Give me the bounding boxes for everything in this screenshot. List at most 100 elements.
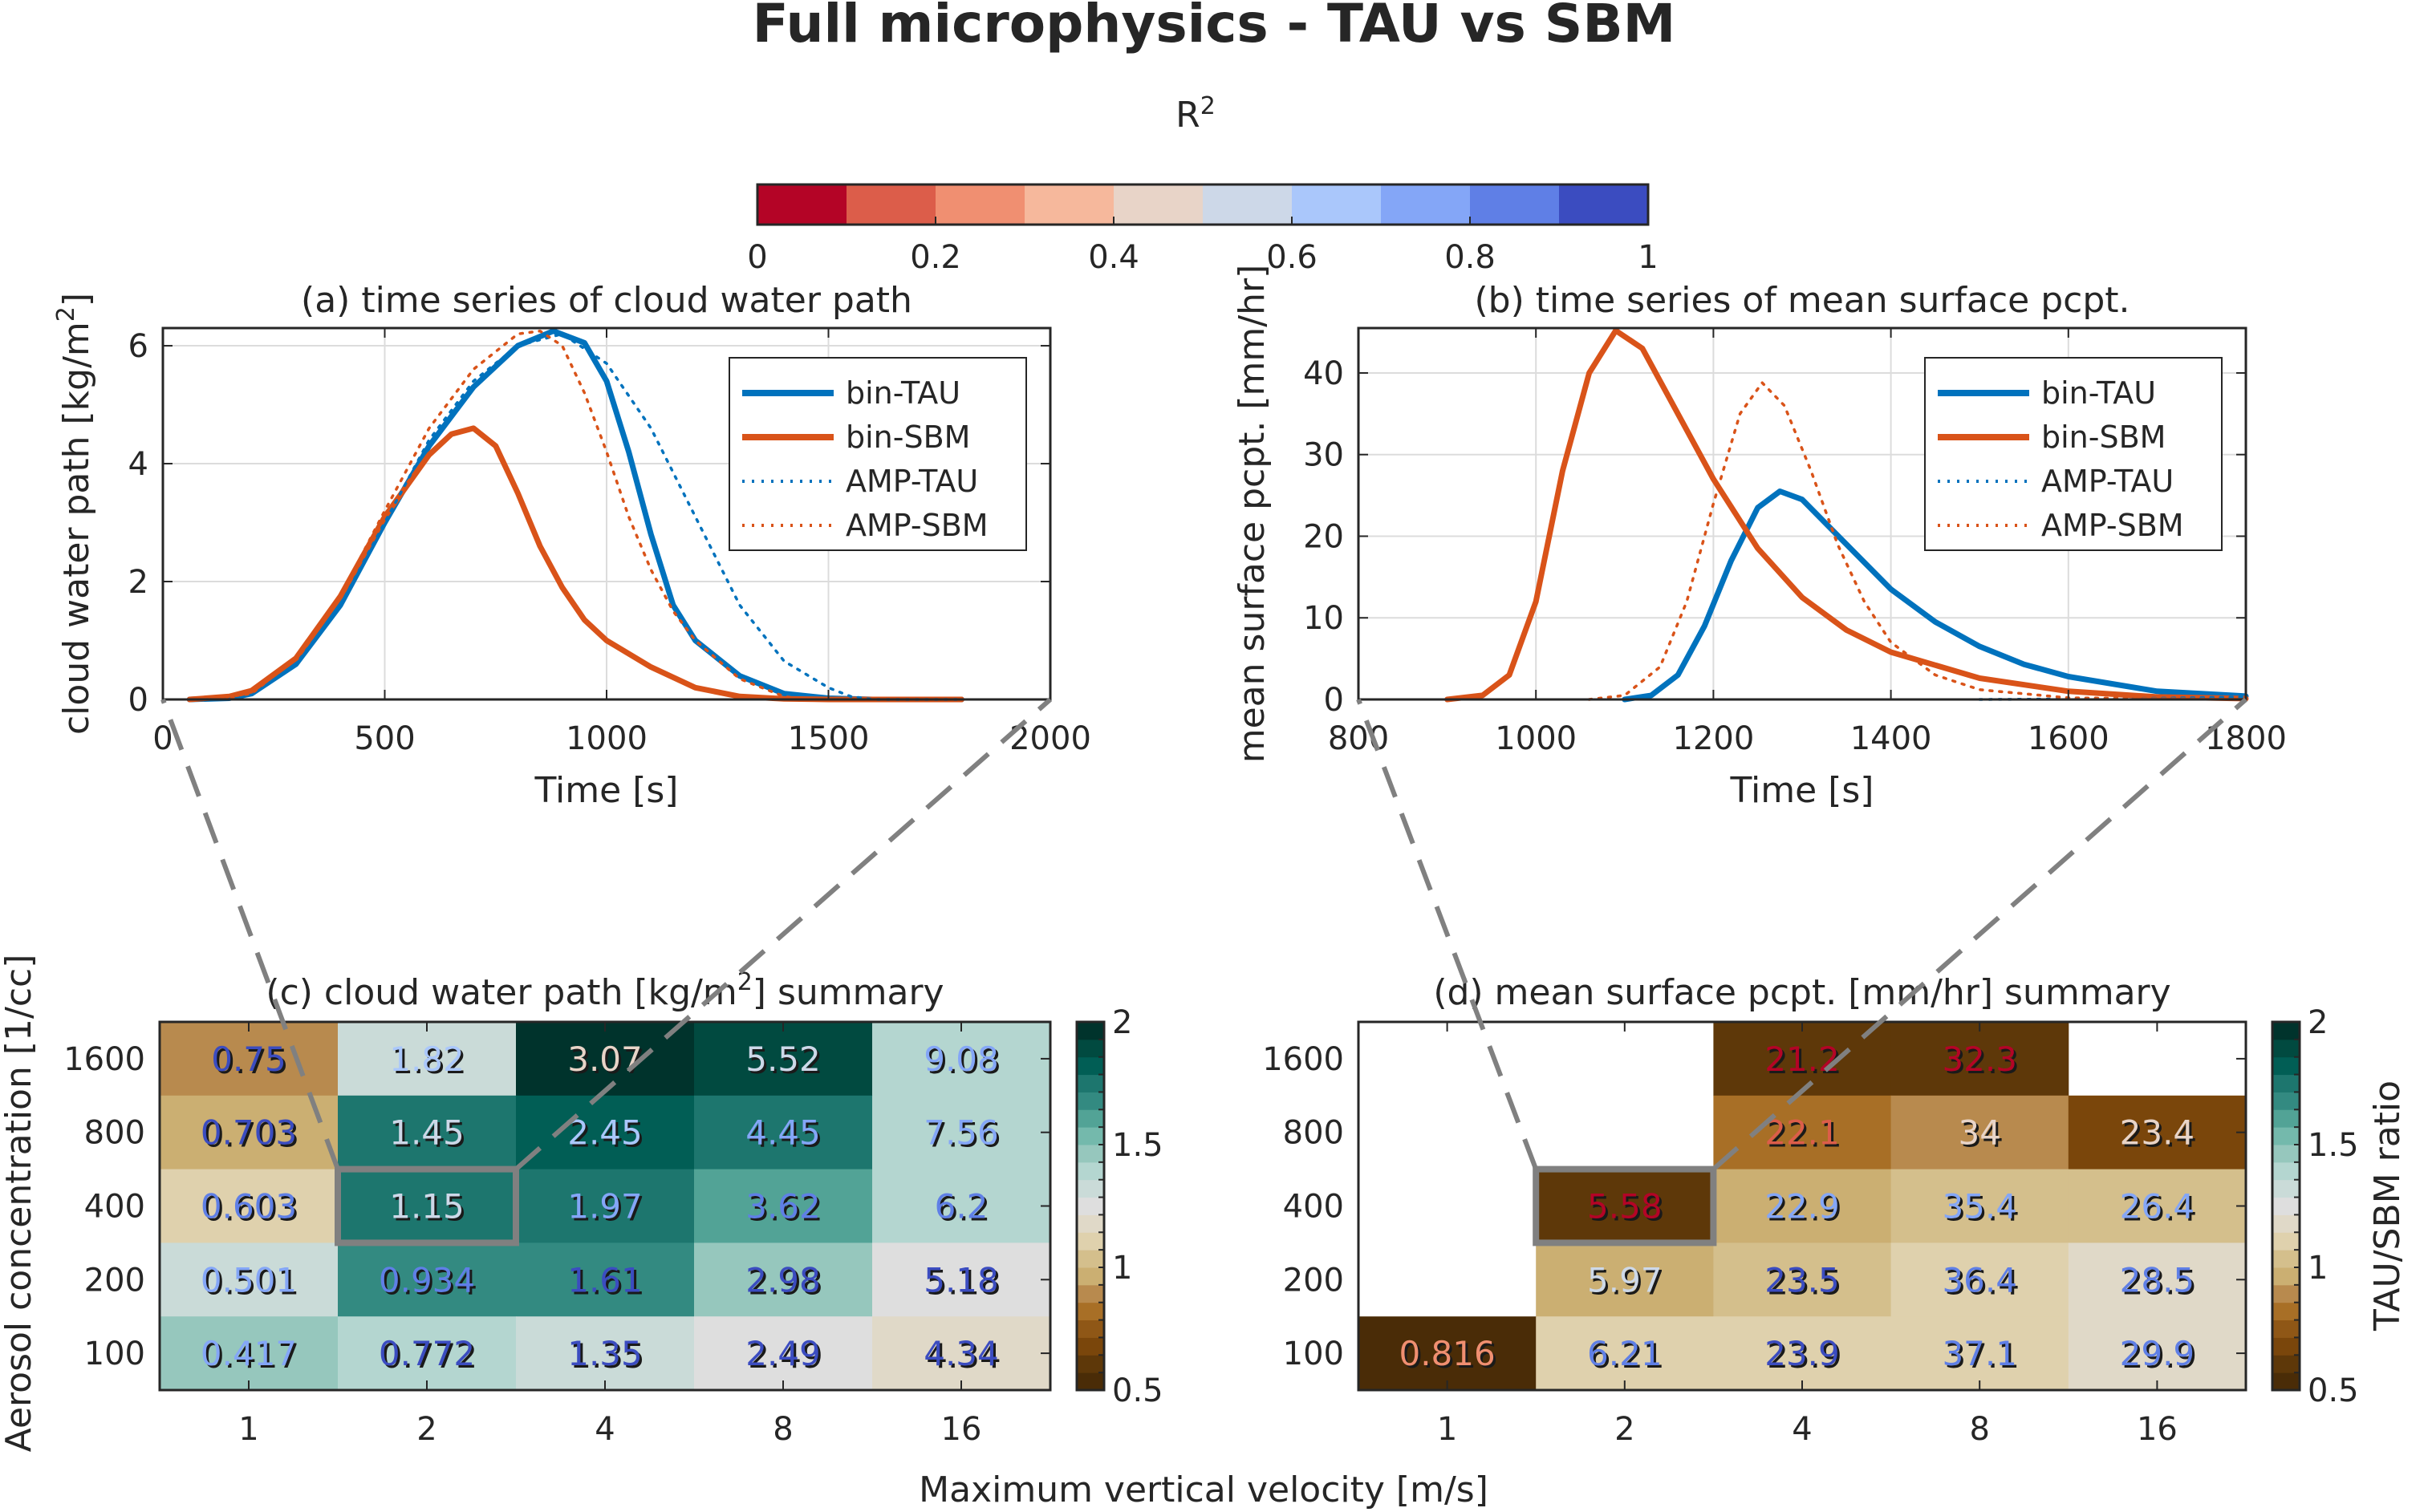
heatmap-cell-value: 5.97 (1587, 1260, 1663, 1299)
heatmap-cell-value: 22.9 (1764, 1187, 1840, 1226)
r2-colorbar-tick-label: 0.2 (910, 239, 961, 276)
heatmap-cell-shadow: 35.4 (1944, 1190, 2020, 1229)
legend-label: AMP-TAU (2041, 464, 2174, 499)
highlight-box (335, 1165, 519, 1246)
heatmap-cell (2068, 1242, 2247, 1317)
heatmap-cell-shadow: 6.21 (1590, 1336, 1665, 1376)
x-tick-label: 16 (2137, 1411, 2178, 1448)
heatmap-cell-shadow: 5.52 (748, 1042, 823, 1081)
shared-xlabel: Maximum vertical velocity [m/s] (919, 1469, 1488, 1510)
heatmap-cell (338, 1022, 517, 1097)
x-tick-label: 2 (1614, 1411, 1634, 1448)
heatmap-cell-shadow: 0.501 (203, 1263, 299, 1302)
heatmap-cell-value: 5.18 (924, 1260, 999, 1299)
x-tick-label: 4 (595, 1411, 615, 1448)
ratio-colorbar-swatch (1077, 1109, 1104, 1128)
ratio-colorbar-swatch (2272, 1056, 2300, 1076)
heatmap-cell-shadow: 6.2 (937, 1190, 991, 1229)
r2-colorbar-tick-label: 0.8 (1444, 239, 1496, 276)
r2-colorbar-tick-label: 0.4 (1088, 239, 1139, 276)
heatmap-cell-shadow: 0.417 (203, 1336, 299, 1376)
heatmap-cell (338, 1242, 517, 1317)
heatmap-cell-shadow: 29.9 (2122, 1336, 2198, 1376)
legend-label: AMP-TAU (846, 464, 978, 499)
ratio-colorbar-tick-label: 0.5 (1112, 1372, 1163, 1409)
ratio-colorbar-swatch (2272, 1022, 2300, 1040)
heatmap-cell (2068, 1095, 2247, 1170)
r2-colorbar-swatch (757, 184, 847, 225)
y-tick-label: 1600 (1262, 1041, 1344, 1078)
heatmap-cell-shadow: 9.08 (926, 1042, 1001, 1081)
connector-line-b-left (1356, 698, 1539, 1170)
heatmap-cell-shadow: 5.18 (926, 1263, 1001, 1302)
ratio-colorbar-swatch (2272, 1355, 2300, 1373)
ratio-colorbar-swatch (2272, 1250, 2300, 1268)
heatmap-cell (694, 1095, 873, 1170)
heatmap-cell-value: 23.5 (1764, 1260, 1840, 1299)
ratio-colorbar-swatch (2272, 1092, 2300, 1110)
x-tick-label: 8 (1969, 1411, 1989, 1448)
ratio-colorbar-swatch (2272, 1337, 2300, 1356)
x-tick-label: 0 (152, 720, 173, 757)
heatmap-cell-shadow: 4.34 (926, 1336, 1001, 1376)
heatmap-cell (694, 1242, 873, 1317)
heatmap-cell (1713, 1095, 1892, 1170)
heatmap-cell (872, 1316, 1051, 1391)
heatmap-cell-shadow: 23.5 (1767, 1263, 1842, 1302)
heatmap-cell-value: 34 (1958, 1113, 2000, 1153)
heatmap-cell-shadow: 36.4 (1944, 1263, 2020, 1302)
heatmap-cell-value: 7.56 (924, 1113, 999, 1153)
x-tick-label: 1 (1437, 1411, 1457, 1448)
x-tick-label: 1000 (1495, 720, 1577, 757)
x-tick-label: 8 (773, 1411, 793, 1448)
heatmap-cell-value: 1.45 (389, 1113, 465, 1153)
ratio-colorbar-swatch (1077, 1319, 1104, 1338)
series-line-bin-tau (186, 328, 964, 703)
r2-colorbar: R2 0 0.2 0.4 0.6 0.8 1 (747, 92, 1658, 276)
r2-colorbar-swatch (1114, 184, 1204, 225)
x-tick-label: 500 (354, 720, 415, 757)
x-tick-label: 1400 (1850, 720, 1932, 757)
ratio-colorbar-swatch (1077, 1232, 1104, 1251)
ratio-colorbar-swatch (2272, 1284, 2300, 1303)
heatmap-cell (694, 1022, 873, 1097)
heatmap-cell (1890, 1316, 2069, 1391)
legend-label: bin-TAU (2041, 375, 2156, 411)
axes-frame (1357, 326, 2247, 701)
ratio-colorbar-swatch (1077, 1039, 1104, 1058)
heatmap-cell (338, 1316, 517, 1391)
ratio-colorbar-swatch (2272, 1267, 2300, 1286)
y-axis-label-sup: 2 (52, 306, 80, 322)
ratio-colorbar-swatch (2272, 1372, 2300, 1391)
heatmap-cell-value: 32.3 (1942, 1040, 2017, 1079)
r2-colorbar-frame (756, 183, 1650, 226)
r2-colorbar-label: R2 (1175, 92, 1216, 136)
x-tick-label: 2 (416, 1411, 436, 1448)
ratio-colorbar-swatch (2272, 1127, 2300, 1145)
heatmap-cell (516, 1095, 695, 1170)
heatmap-cell-shadow: 23.9 (1767, 1336, 1842, 1376)
heatmap-cell-shadow: 4.45 (748, 1116, 823, 1155)
r2-colorbar-swatch (1203, 184, 1293, 225)
heatmap-cell-shadow: 37.1 (1944, 1336, 2020, 1376)
y-tick-label: 0 (128, 682, 148, 719)
axes-title: (d) mean surface pcpt. [mm/hr] summary (1433, 972, 2170, 1013)
heatmap-cell-shadow: 2.45 (570, 1116, 645, 1155)
highlight-box (1533, 1165, 1717, 1246)
heatmap-cell-value: 21.2 (1764, 1040, 1840, 1079)
heatmap-cell (338, 1169, 517, 1243)
r2-colorbar-swatch (1292, 184, 1382, 225)
ratio-colorbar-swatch (2272, 1039, 2300, 1058)
heatmap-cell (516, 1022, 695, 1097)
r2-colorbar-tick-label: 0 (747, 239, 767, 276)
heatmap-cell (160, 1316, 339, 1391)
heatmap-cell-shadow: 1.82 (392, 1042, 467, 1081)
heatmap-cell-shadow: 28.5 (2122, 1263, 2198, 1302)
y-tick-label: 2 (128, 564, 148, 601)
heatmap-cell-shadow: 7.56 (926, 1116, 1001, 1155)
heatmap-cell (872, 1242, 1051, 1317)
legend-label: bin-TAU (846, 375, 960, 411)
zoom-connectors (160, 697, 2247, 1171)
